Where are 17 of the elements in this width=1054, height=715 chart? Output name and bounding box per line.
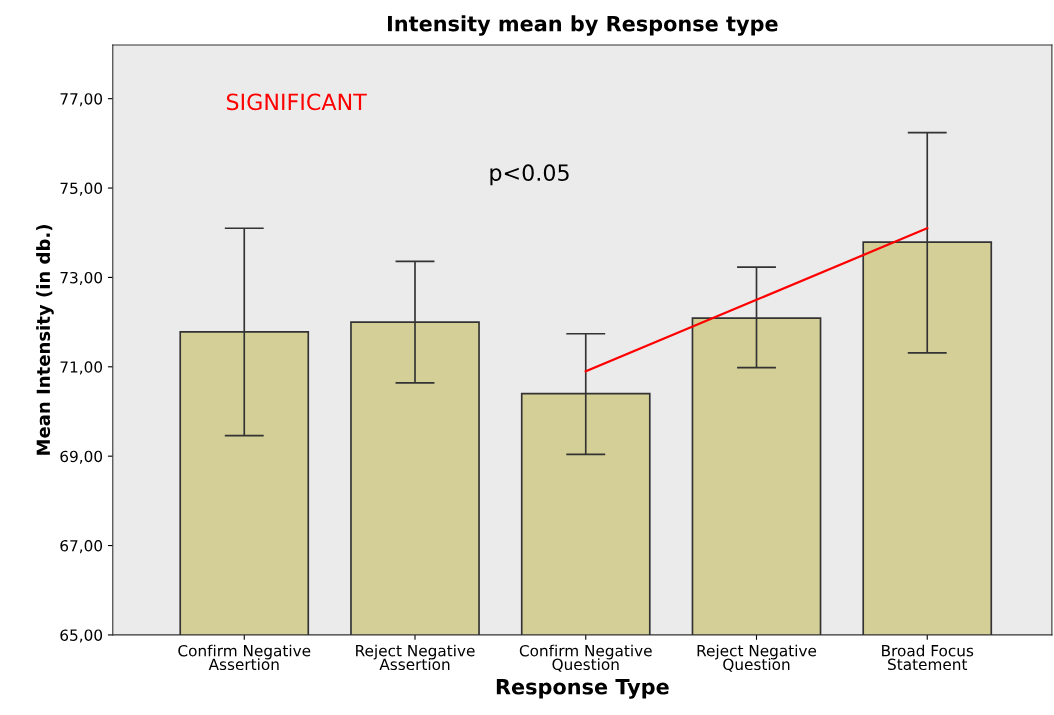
- y-tick-label: 75,00: [60, 182, 103, 196]
- y-tick-label: 69,00: [60, 450, 103, 464]
- x-tick-label: Reject Negative Assertion: [356, 644, 475, 671]
- annotation: p<0.05: [490, 164, 569, 186]
- y-tick-label: 71,00: [60, 361, 103, 375]
- y-tick-label: 65,00: [60, 629, 103, 643]
- annotation: SIGNIFICANT: [226, 93, 367, 111]
- x-tick-label: Confirm Negative Question: [519, 644, 652, 672]
- y-tick-label: 77,00: [60, 93, 103, 107]
- chart-title: Intensity mean by Response type: [387, 15, 778, 36]
- x-tick-label: Reject Negative Question: [697, 644, 817, 672]
- x-tick-label: Broad Focus Statement: [882, 644, 974, 671]
- y-tick-label: 67,00: [60, 540, 103, 554]
- y-axis-title: Mean Intensity (in db.): [36, 225, 54, 455]
- y-tick-label: 73,00: [60, 271, 103, 285]
- x-axis-title: Response Type: [496, 679, 669, 699]
- x-tick-label: Confirm Negative Assertion: [178, 644, 311, 671]
